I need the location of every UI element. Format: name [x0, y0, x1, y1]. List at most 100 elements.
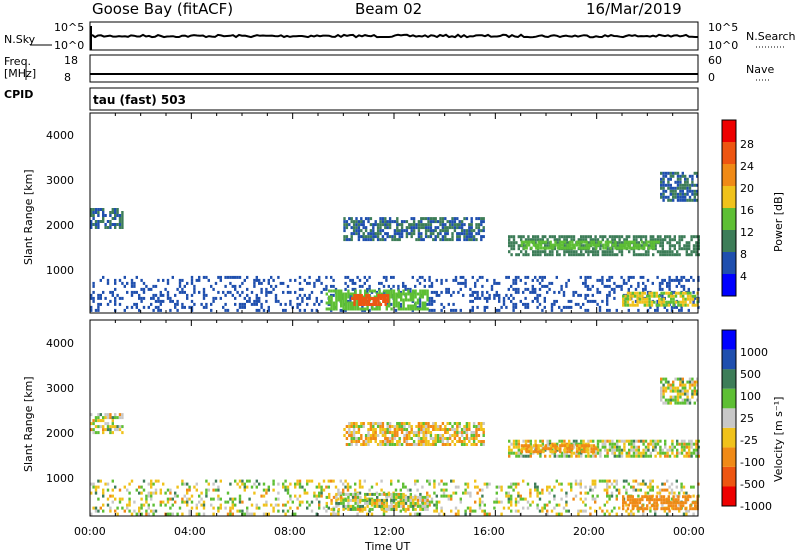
heatmap-cell: [546, 512, 549, 516]
heatmap-cell: [451, 440, 454, 443]
heatmap-cell: [335, 498, 338, 502]
heatmap-cell: [649, 238, 652, 242]
heatmap-cell: [668, 281, 671, 285]
heatmap-cell: [601, 278, 604, 282]
heatmap-cell: [133, 302, 136, 306]
heatmap-cell: [412, 292, 415, 296]
heatmap-cell: [667, 177, 670, 181]
heatmap-cell: [615, 482, 618, 486]
heatmap-cell: [642, 253, 645, 257]
heatmap-cell: [529, 238, 532, 242]
heatmap-cell: [409, 287, 412, 291]
heatmap-cell: [448, 226, 452, 230]
heatmap-cell: [294, 512, 297, 516]
heatmap-cell: [357, 238, 361, 242]
heatmap-cell: [408, 232, 411, 236]
heatmap-cell: [214, 488, 218, 492]
heatmap-cell: [429, 437, 433, 440]
heatmap-cell: [618, 454, 621, 458]
heatmap-cell: [417, 443, 421, 446]
heatmap-cell: [111, 416, 114, 420]
heatmap-cell: [691, 174, 694, 178]
heatmap-cell: [512, 305, 515, 309]
heatmap-cell: [672, 495, 675, 499]
heatmap-cell: [584, 497, 587, 501]
heatmap-cell: [298, 485, 302, 489]
heatmap-cell: [456, 431, 459, 434]
heatmap-cell: [255, 278, 258, 282]
heatmap-cell: [402, 485, 405, 489]
heatmap-cell: [471, 299, 474, 303]
heatmap-cell: [114, 416, 117, 420]
heatmap-cell: [424, 428, 428, 431]
power-cbar-tick-4: 4: [740, 270, 747, 283]
heatmap-cell: [463, 443, 466, 446]
heatmap-cell: [650, 294, 654, 298]
heatmap-cell: [682, 491, 686, 495]
heatmap-cell: [116, 293, 119, 297]
heatmap-cell: [320, 488, 323, 492]
heatmap-cell: [630, 275, 633, 279]
heatmap-cell: [380, 507, 384, 511]
heatmap-cell: [400, 223, 404, 227]
heatmap-cell: [626, 297, 630, 301]
heatmap-cell: [628, 240, 632, 244]
heatmap-cell: [416, 301, 420, 305]
heatmap-cell: [381, 238, 385, 242]
heatmap-cell: [375, 482, 378, 486]
heatmap-cell: [683, 445, 686, 449]
heatmap-cell: [634, 299, 638, 303]
heatmap-cell: [347, 504, 350, 508]
heatmap-cell: [692, 494, 695, 498]
heatmap-cell: [621, 243, 624, 247]
heatmap-cell: [388, 220, 392, 224]
heatmap-cell: [109, 220, 112, 223]
heatmap-cell: [118, 500, 122, 504]
heatmap-cell: [424, 229, 428, 233]
heatmap-cell: [667, 186, 670, 190]
heatmap-cell: [243, 305, 246, 309]
heatmap-cell: [398, 223, 401, 227]
heatmap-cell: [412, 229, 416, 233]
heatmap-cell: [684, 195, 687, 199]
heatmap-cell: [465, 232, 469, 236]
heatmap-cell: [637, 253, 640, 257]
heatmap-cell: [603, 479, 606, 483]
heatmap-cell: [154, 299, 158, 303]
heatmap-cell: [548, 253, 552, 257]
heatmap-cell: [661, 448, 664, 452]
heatmap-cell: [193, 284, 196, 288]
heatmap-cell: [659, 445, 662, 449]
heatmap-cell: [106, 422, 110, 426]
heatmap-cell: [400, 295, 403, 299]
heatmap-cell: [424, 501, 427, 505]
heatmap-cell: [241, 305, 244, 309]
heatmap-cell: [594, 454, 597, 458]
heatmap-cell: [353, 294, 356, 297]
heatmap-cell: [238, 485, 242, 489]
heatmap-cell: [558, 512, 561, 516]
heatmap-cell: [358, 303, 361, 306]
heatmap-cell: [421, 501, 424, 505]
heatmap-cell: [684, 291, 687, 295]
heatmap-cell: [589, 506, 592, 510]
heatmap-cell: [565, 503, 568, 507]
velocity-colorbar-swatch: [722, 408, 736, 428]
heatmap-cell: [212, 497, 215, 501]
heatmap-cell: [286, 491, 290, 495]
heatmap-cell: [615, 284, 618, 288]
heatmap-cell: [114, 278, 117, 282]
heatmap-cell: [111, 217, 114, 220]
heatmap-cell: [619, 246, 622, 250]
heatmap-cell: [135, 305, 138, 309]
heatmap-cell: [145, 509, 148, 513]
heatmap-cell: [441, 226, 445, 230]
heatmap-cell: [429, 425, 433, 428]
heatmap-cell: [135, 488, 138, 492]
heatmap-cell: [606, 479, 609, 483]
heatmap-cell: [594, 482, 597, 486]
heatmap-cell: [520, 243, 524, 247]
heatmap-cell: [364, 235, 368, 239]
heatmap-cell: [430, 296, 434, 300]
heatmap-cell: [405, 431, 409, 434]
